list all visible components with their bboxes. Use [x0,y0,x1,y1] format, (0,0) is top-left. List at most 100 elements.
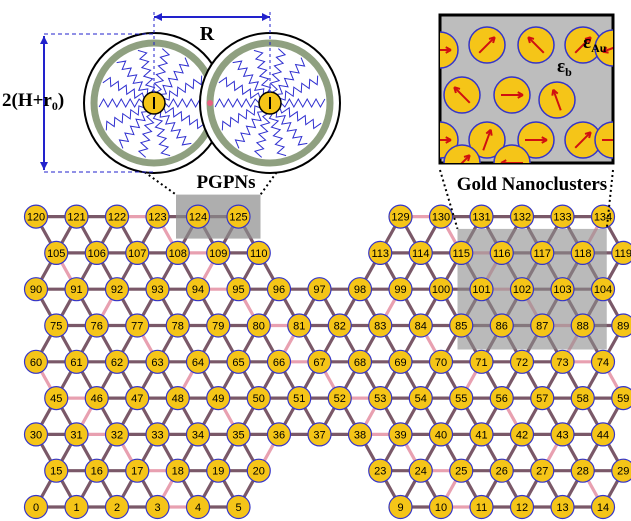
r-label: R [200,23,215,45]
dipole-arrow [482,129,492,151]
dipole-arrow-head [517,91,524,99]
lattice-node: 99 [388,277,413,302]
node-label: 0 [33,502,39,514]
node-label: 1 [73,502,79,514]
pgpn-contact-point [207,100,213,106]
node-label: 11 [476,502,487,514]
node-label: 130 [432,212,450,224]
lattice-node: 48 [165,386,190,411]
node-label: 83 [374,321,386,333]
gold-caption: Gold Nanoclusters [457,174,607,195]
node-label: 2 [114,502,120,514]
node-circle [368,458,393,483]
lattice-node: 65 [226,349,251,374]
lattice-node: 56 [489,386,514,411]
lattice-node: 55 [449,386,474,411]
eps-au-symbol: ε [583,32,591,53]
dipole-arrow [478,36,496,54]
node-circle [550,349,575,374]
lattice-node: 38 [347,422,373,447]
node-circle [347,277,373,302]
node-label: 72 [516,357,528,369]
eps-b-label: εb [557,56,572,79]
lattice-node: 116 [489,240,514,265]
node-label: 35 [232,429,244,441]
node-circle [570,458,595,483]
node-label: 59 [617,393,629,405]
eps-b-symbol: ε [557,56,565,77]
node-label: 44 [597,429,609,441]
node-label: 25 [455,466,467,478]
node-circle [550,494,575,520]
lattice-node: 69 [388,349,413,374]
node-circle [104,422,130,447]
node-circle [185,277,211,302]
pgpn-inset [40,12,341,174]
lattice-node: 70 [428,349,454,374]
node-circle [489,240,514,265]
node-label: 39 [394,429,406,441]
node-label: 113 [371,248,389,260]
node-label: 85 [455,321,467,333]
lattice-node: 73 [550,349,575,374]
ligand-chain [279,106,322,130]
node-label: 120 [27,212,45,224]
lattice-node: 46 [84,386,109,411]
lattice-node: 78 [165,313,190,338]
lattice-node: 61 [64,349,89,374]
node-label: 14 [597,502,609,514]
node-label: 105 [47,248,65,260]
ligand-chain [118,111,148,149]
node-label: 49 [212,393,224,405]
lattice-node: 86 [489,313,514,338]
lattice-node: 93 [145,277,170,302]
node-label: 86 [496,321,508,333]
node-label: 26 [496,466,508,478]
lattice-node: 134 [590,204,616,229]
lattice-node: 51 [287,386,312,411]
lattice-node: 71 [469,349,494,374]
node-circle [145,204,170,229]
gold-cluster [493,144,531,163]
ligand-chain [105,105,145,131]
lattice-node: 13 [550,494,575,520]
lattice-node: 9 [388,494,413,520]
node-label: 55 [455,393,467,405]
lattice-node: 36 [266,422,292,447]
r-arrow-head-right [262,13,270,21]
node-circle [165,313,190,338]
node-circle [185,422,211,447]
lattice-node: 119 [611,240,631,265]
lattice-node: 57 [530,386,555,411]
node-label: 102 [513,284,531,296]
lattice-node: 15 [44,458,69,483]
node-circle [64,204,89,229]
node-circle [307,277,332,302]
node-label: 133 [553,212,571,224]
lattice-node: 118 [570,240,595,265]
node-circle [125,458,150,483]
node-circle [368,386,393,411]
node-label: 65 [232,357,244,369]
node-label: 96 [273,284,285,296]
node-circle [570,240,595,265]
node-circle [246,458,271,483]
node-label: 32 [111,429,123,441]
node-label: 82 [334,321,346,333]
node-circle [550,204,575,229]
node-label: 87 [536,321,548,333]
node-circle [428,204,454,229]
node-circle [530,313,555,338]
node-label: 61 [70,357,82,369]
lattice-node: 12 [509,494,535,520]
lattice-node: 54 [408,386,433,411]
node-circle [428,494,454,520]
node-label: 62 [111,357,123,369]
node-label: 122 [108,212,126,224]
dipole-arrow [552,89,562,111]
node-label: 115 [452,248,470,260]
node-label: 20 [253,466,265,478]
dipole-arrow-head [541,136,548,144]
node-circle [165,458,190,483]
lattice-node: 25 [449,458,474,483]
